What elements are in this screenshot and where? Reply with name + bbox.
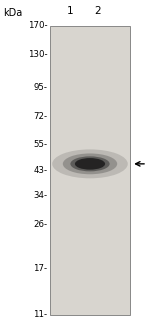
- Ellipse shape: [70, 156, 110, 172]
- Text: 11-: 11-: [33, 310, 47, 319]
- Text: 2: 2: [95, 6, 101, 16]
- Ellipse shape: [63, 153, 117, 174]
- Text: 17-: 17-: [33, 265, 47, 274]
- Text: 43-: 43-: [33, 166, 47, 175]
- Text: 95-: 95-: [33, 83, 47, 92]
- Text: 34-: 34-: [33, 191, 47, 200]
- Ellipse shape: [52, 150, 128, 178]
- Text: 130-: 130-: [28, 50, 47, 59]
- Bar: [50, 26, 130, 315]
- Text: 55-: 55-: [33, 141, 47, 150]
- Text: 1: 1: [67, 6, 74, 16]
- Text: kDa: kDa: [3, 8, 22, 18]
- Text: 26-: 26-: [33, 220, 47, 229]
- Text: 72-: 72-: [33, 112, 47, 121]
- Text: 170-: 170-: [28, 21, 47, 30]
- Ellipse shape: [75, 158, 105, 170]
